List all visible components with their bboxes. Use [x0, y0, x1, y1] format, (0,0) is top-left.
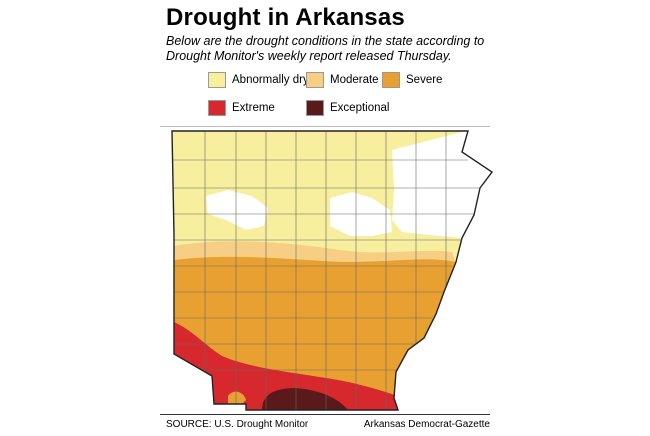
divider: [160, 126, 490, 127]
county-lines: [172, 131, 480, 410]
legend-item-exceptional: Exceptional: [306, 100, 389, 116]
legend-swatch: [208, 72, 226, 88]
legend-label: Moderate: [330, 74, 379, 86]
legend-label: Severe: [406, 74, 443, 86]
no-drought-region-northeast: [392, 131, 492, 238]
footer-divider: [160, 414, 490, 415]
legend-label: Extreme: [232, 102, 275, 114]
legend-item-moderate: Moderate: [306, 72, 379, 88]
legend-item-severe: Severe: [382, 72, 442, 88]
legend-item-abnormally-dry: Abnormally dry: [208, 72, 309, 88]
legend-swatch: [208, 100, 226, 116]
credit-note: Arkansas Democrat-Gazette: [363, 419, 490, 430]
no-drought-region-north-central: [206, 190, 268, 230]
legend-item-extreme: Extreme: [208, 100, 275, 116]
extreme-region: [174, 322, 398, 410]
legend-label: Abnormally dry: [232, 74, 309, 86]
legend-label: Exceptional: [330, 102, 390, 114]
state-fill: [172, 131, 492, 410]
legend-swatch: [382, 72, 400, 88]
source-note: SOURCE: U.S. Drought Monitor: [166, 419, 309, 430]
exceptional-region: [262, 388, 348, 410]
legend-swatch: [306, 72, 324, 88]
page-title: Drought in Arkansas: [166, 4, 405, 31]
state-outline: [171, 130, 494, 411]
subtitle: Below are the drought conditions in the …: [166, 34, 485, 63]
legend-swatch: [306, 100, 324, 116]
